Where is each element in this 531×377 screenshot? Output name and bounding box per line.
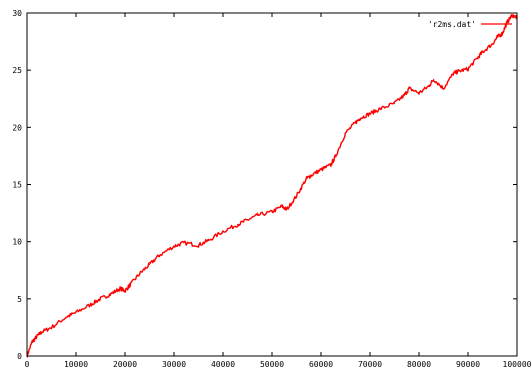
x-tick-label: 90000 [456, 360, 480, 369]
y-tick-label: 25 [12, 66, 22, 75]
data-point [148, 263, 151, 266]
data-point [408, 87, 410, 90]
y-tick-label: 0 [17, 352, 22, 361]
data-point [452, 72, 454, 75]
y-tick-label: 5 [17, 295, 22, 304]
data-point [50, 326, 53, 329]
y-tick-label: 20 [12, 123, 22, 132]
data-point [418, 92, 420, 94]
x-tick-label: 0 [25, 360, 30, 369]
data-point [295, 195, 298, 197]
data-point [256, 214, 258, 216]
data-point [305, 178, 307, 180]
data-point [197, 244, 200, 246]
data-point [65, 316, 67, 318]
data-point [359, 117, 361, 119]
data-point [36, 335, 38, 338]
x-tick-label: 70000 [358, 360, 382, 369]
data-point [246, 219, 249, 221]
data-point [75, 311, 77, 314]
data-point [393, 102, 396, 104]
data-point [491, 43, 494, 45]
data-point [511, 14, 513, 16]
plot-frame [26, 12, 518, 357]
axis-ticks: 0 10000 20000 30000 40000 50000 60000 70000 8000… [12, 9, 531, 369]
data-point [124, 290, 126, 292]
data-point [379, 108, 381, 110]
data-point [330, 164, 332, 166]
x-tick-label: 50000 [260, 360, 284, 369]
data-point [90, 303, 92, 306]
data-point [506, 21, 508, 23]
data-point [320, 169, 322, 171]
x-tick-label: 30000 [162, 360, 186, 369]
data-point [442, 87, 445, 90]
data-point [335, 155, 337, 157]
data-point [310, 174, 312, 176]
data-point [433, 78, 435, 80]
data-point [139, 273, 141, 275]
data-point [271, 211, 273, 213]
data-point [183, 242, 185, 244]
y-tick-label: 30 [12, 9, 22, 18]
legend: 'r2ms.dat' [428, 20, 512, 29]
x-tick-label: 40000 [211, 360, 235, 369]
data-point [354, 122, 356, 124]
data-point [99, 298, 102, 300]
y-tick-label: 10 [12, 238, 22, 247]
data-point [286, 209, 288, 211]
data-point [482, 51, 484, 53]
data-point [403, 94, 405, 96]
data-point [119, 287, 121, 290]
data-point [41, 331, 43, 333]
x-tick-label: 80000 [407, 360, 431, 369]
x-tick-label: 100000 [503, 360, 531, 369]
legend-label: 'r2ms.dat' [428, 20, 476, 29]
data-point [457, 70, 459, 72]
data-point [31, 341, 33, 343]
data-point [222, 230, 224, 232]
series-line [26, 13, 518, 358]
data-point [477, 56, 479, 59]
data-point [281, 205, 283, 207]
data-point [173, 245, 175, 247]
x-tick-label: 60000 [309, 360, 333, 369]
data-point [109, 293, 111, 295]
data-point [129, 284, 131, 286]
data-point [428, 85, 430, 87]
data-point [369, 113, 371, 115]
x-tick-label: 20000 [113, 360, 137, 369]
x-tick-label: 10000 [64, 360, 88, 369]
data-point [237, 223, 239, 226]
data-point [207, 239, 209, 242]
data-point [344, 132, 347, 134]
data-point [467, 68, 469, 70]
data-point [158, 254, 160, 256]
data-point [501, 32, 503, 35]
y-tick-label: 15 [12, 181, 22, 190]
series-layer [26, 13, 518, 358]
data-point [496, 36, 498, 38]
